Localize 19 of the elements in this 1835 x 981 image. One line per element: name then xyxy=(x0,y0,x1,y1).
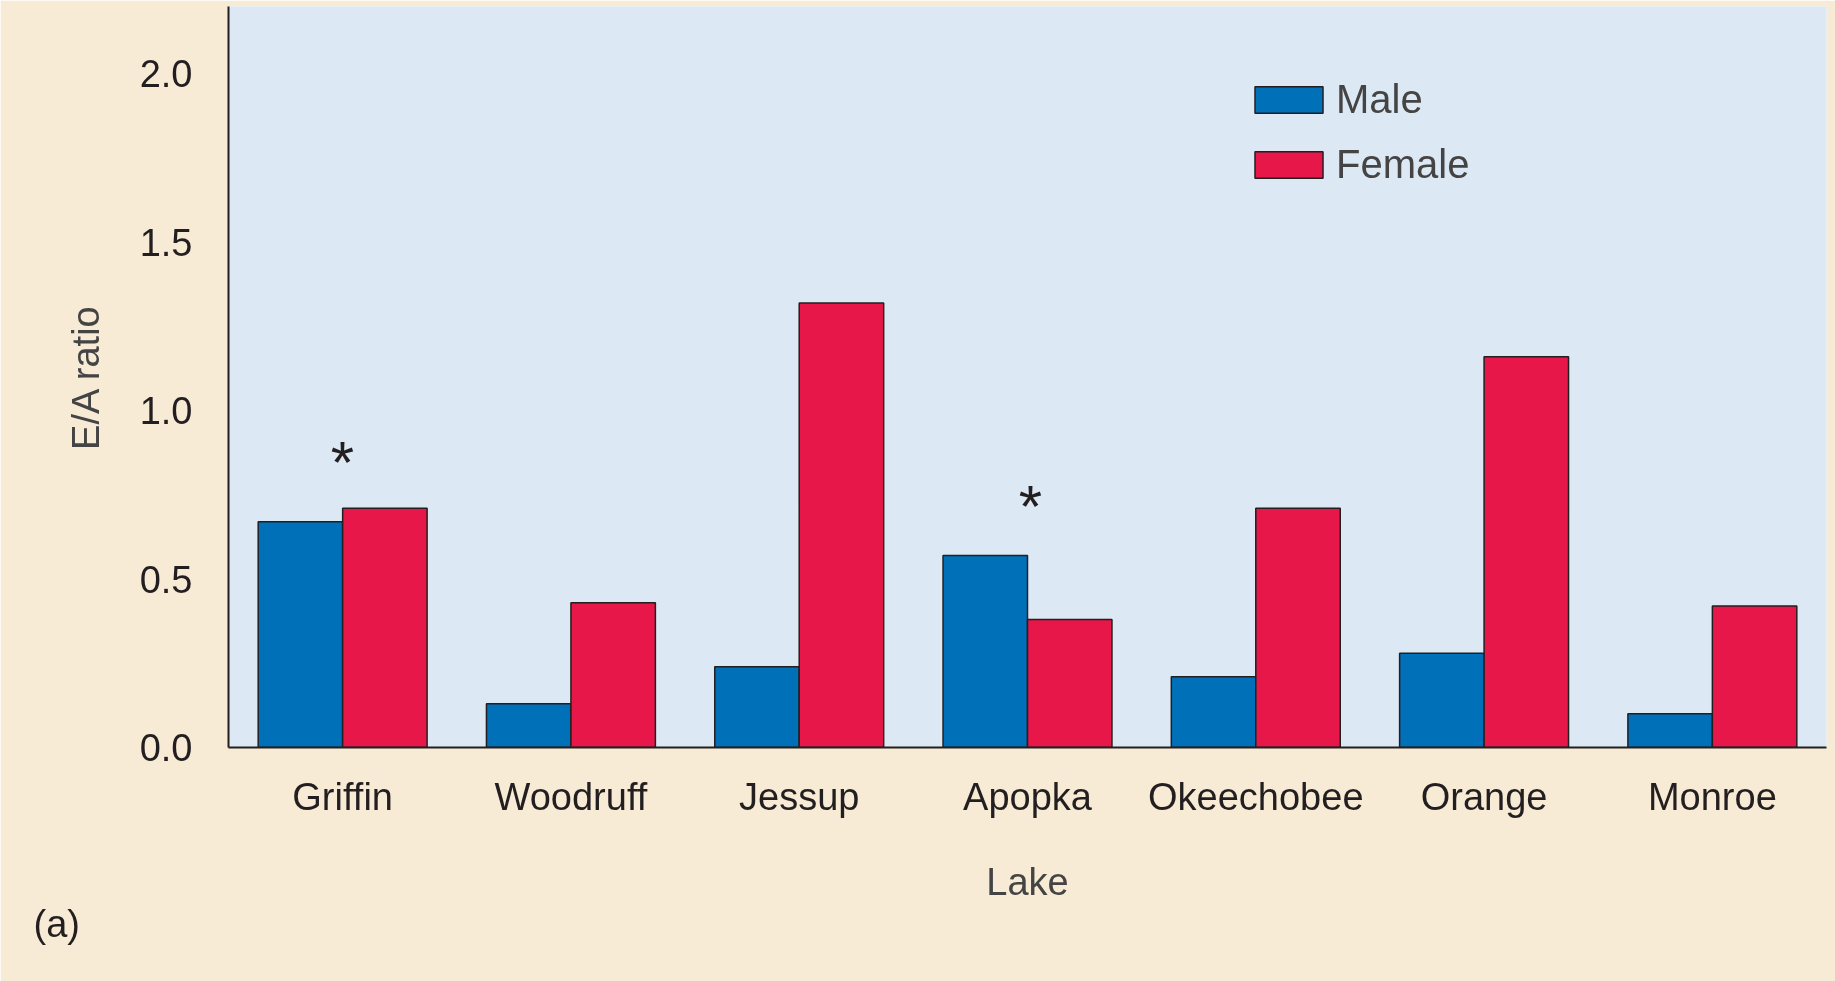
y-tick-label: 0.0 xyxy=(139,727,193,769)
y-tick-label: 0.5 xyxy=(139,558,193,601)
legend-label: Male xyxy=(1336,77,1423,122)
x-tick-label: Griffin xyxy=(292,775,393,818)
x-axis-title: Lake xyxy=(986,860,1069,903)
y-axis-title: E/A ratio xyxy=(64,306,107,450)
x-tick-label: Woodruff xyxy=(494,775,648,818)
x-tick-label: Okeechobee xyxy=(1148,775,1364,818)
y-tick-label: 2.0 xyxy=(139,53,193,96)
y-tick-label: 1.0 xyxy=(139,390,193,433)
x-tick-label: Jessup xyxy=(739,775,860,818)
text: (a) xyxy=(33,902,80,945)
legend-label: Female xyxy=(1336,142,1470,187)
annotation: * xyxy=(1018,473,1043,540)
x-tick-label: Monroe xyxy=(1647,775,1777,818)
x-tick-label: Apopka xyxy=(963,775,1093,818)
y-tick-label: 1.5 xyxy=(139,221,193,264)
x-tick-label: Orange xyxy=(1420,775,1548,818)
annotation: * xyxy=(330,429,355,496)
